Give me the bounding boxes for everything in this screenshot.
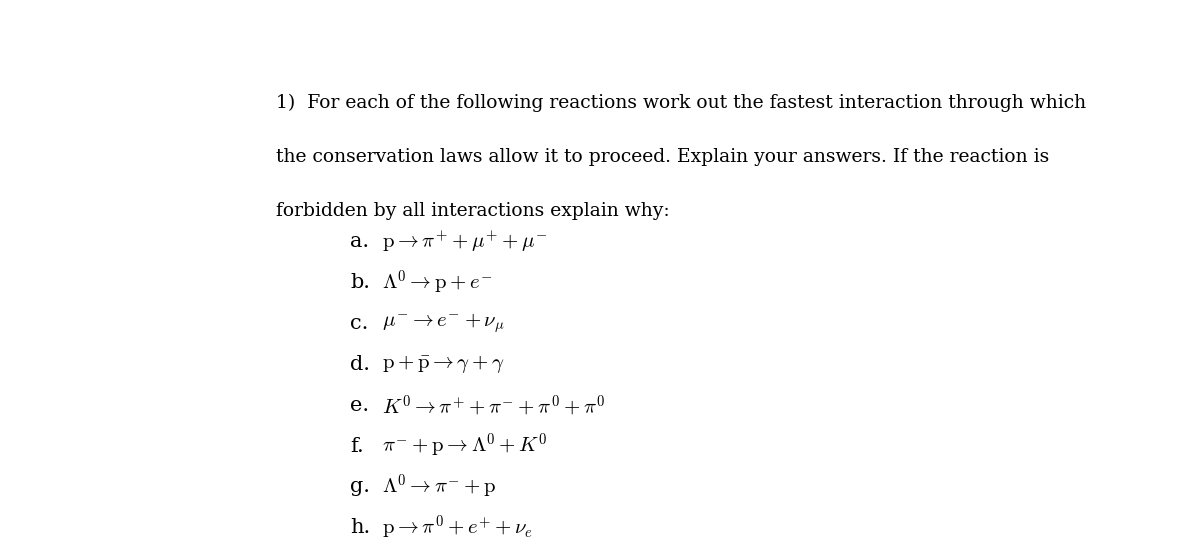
Text: the conservation laws allow it to proceed. Explain your answers. If the reaction: the conservation laws allow it to procee… [276, 148, 1049, 166]
Text: $\Lambda^{0} \rightarrow \mathrm{p} + e^{-}$: $\Lambda^{0} \rightarrow \mathrm{p} + e^… [383, 269, 493, 297]
Text: b.: b. [350, 273, 370, 292]
Text: e.: e. [350, 396, 370, 415]
Text: a.: a. [350, 233, 370, 252]
Text: $\Lambda^{0} \rightarrow \pi^{-} + \mathrm{p}$: $\Lambda^{0} \rightarrow \pi^{-} + \math… [383, 473, 497, 501]
Text: $\mathrm{p} + \bar{\mathrm{p}} \rightarrow \gamma + \gamma$: $\mathrm{p} + \bar{\mathrm{p}} \rightarr… [383, 353, 505, 375]
Text: $\mathrm{p} \rightarrow \pi^{0} + e^{+} + \nu_{e}$: $\mathrm{p} \rightarrow \pi^{0} + e^{+} … [383, 513, 533, 541]
Text: 1)  For each of the following reactions work out the fastest interaction through: 1) For each of the following reactions w… [276, 94, 1086, 113]
Text: forbidden by all interactions explain why:: forbidden by all interactions explain wh… [276, 202, 670, 220]
Text: c.: c. [350, 314, 368, 333]
Text: $K^{0} \rightarrow \pi^{+} + \pi^{-} + \pi^{0} + \pi^{0}$: $K^{0} \rightarrow \pi^{+} + \pi^{-} + \… [383, 393, 606, 418]
Text: h.: h. [350, 518, 370, 537]
Text: $\mathrm{p} \rightarrow \pi^{+} + \mu^{+} + \mu^{-}$: $\mathrm{p} \rightarrow \pi^{+} + \mu^{+… [383, 229, 548, 254]
Text: g.: g. [350, 477, 370, 497]
Text: $\mu^{-} \rightarrow e^{-} + \nu_{\mu}$: $\mu^{-} \rightarrow e^{-} + \nu_{\mu}$ [383, 312, 505, 335]
Text: f.: f. [350, 437, 364, 456]
Text: $\pi^{-} + \mathrm{p} \rightarrow \Lambda^{0} + K^{0}$: $\pi^{-} + \mathrm{p} \rightarrow \Lambd… [383, 432, 548, 460]
Text: d.: d. [350, 355, 370, 374]
